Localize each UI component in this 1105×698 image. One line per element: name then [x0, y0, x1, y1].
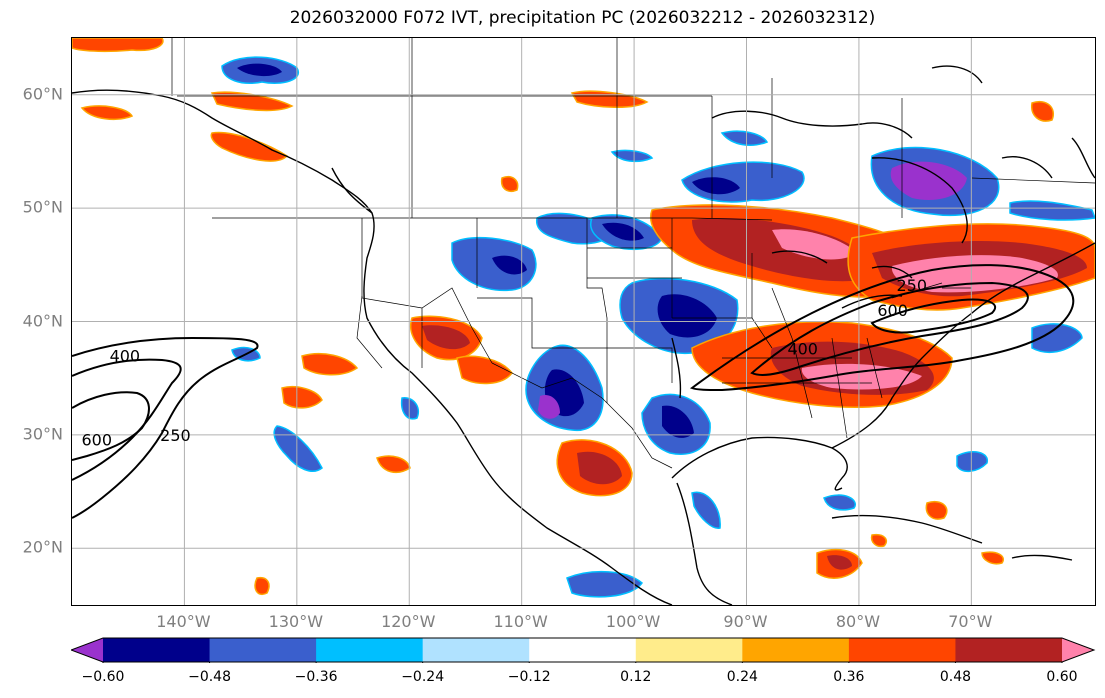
ivt-contours — [72, 264, 1075, 519]
ivt-contour-label: 250 — [160, 426, 191, 445]
colorbar-tick-label: −0.24 — [401, 669, 445, 685]
colorbar-tick-label: 0.36 — [833, 669, 865, 685]
longitude-label: 130°W — [268, 612, 324, 631]
ivt-contour-label: 250 — [896, 276, 927, 295]
colorbar-tick-label: −0.48 — [188, 669, 231, 685]
colorbar-segment — [529, 638, 637, 662]
map-title: 2026032000 F072 IVT, precipitation PC (2… — [289, 8, 876, 28]
ivt-contour-label: 400 — [110, 347, 141, 366]
map-panel: 400 600 250 250 600 400 — [71, 37, 1096, 606]
colorbar-tick-label: −0.12 — [507, 669, 551, 685]
coastlines — [72, 65, 1095, 605]
colorbar-segment — [742, 638, 850, 662]
ivt-contour-label: 600 — [81, 430, 112, 449]
latitude-label: 40°N — [22, 311, 63, 330]
ivt-contour-250-west — [72, 336, 259, 519]
positive-anomaly-patches — [72, 38, 1095, 595]
negative-anomaly-patches — [221, 56, 1095, 598]
ivt-contour-label: 600 — [877, 301, 908, 320]
ivt-contour-400-east — [750, 281, 1029, 376]
ivt-contour-600-west — [72, 391, 150, 461]
latitude-label: 30°N — [22, 424, 63, 444]
colorbar — [71, 637, 1096, 663]
longitude-label: 80°W — [835, 612, 881, 631]
longitude-label: 100°W — [605, 612, 661, 631]
latitude-label: 60°N — [22, 84, 63, 104]
colorbar-segment — [1062, 638, 1094, 662]
colorbar-tick-label: 0.24 — [726, 669, 758, 685]
longitude-label: 90°W — [723, 612, 768, 631]
colorbar-segment — [316, 638, 424, 662]
political-boundaries — [171, 38, 1095, 469]
map-canvas: 400 600 250 250 600 400 — [72, 38, 1095, 605]
colorbar-tick-label: −0.36 — [294, 669, 338, 685]
ivt-contour-250-east — [689, 264, 1075, 392]
colorbar-segment — [71, 638, 103, 662]
colorbar-segment — [848, 638, 956, 662]
colorbar-tick-label: 0.60 — [1046, 669, 1078, 685]
colorbar-tick-label: 0.12 — [620, 669, 652, 685]
colorbar-segment — [955, 638, 1063, 662]
ivt-contour-400-west — [72, 358, 182, 481]
ivt-contour-label: 400 — [787, 340, 818, 359]
colorbar-tick-label: 0.48 — [939, 669, 972, 685]
colorbar-tick-label: −0.60 — [81, 669, 125, 685]
ivt-contour-600-east — [870, 298, 997, 334]
graticule — [72, 38, 1095, 605]
latitude-label: 20°N — [22, 537, 63, 557]
longitude-label: 140°W — [156, 612, 211, 631]
precip-anomaly-fields — [72, 38, 1095, 598]
colorbar-segment — [422, 638, 530, 662]
colorbar-segment — [209, 638, 317, 662]
longitude-label: 70°W — [948, 612, 993, 631]
latitude-label: 50°N — [22, 197, 63, 217]
ivt-contour-label-group: 400 600 250 250 600 400 — [81, 276, 927, 449]
colorbar-segment — [103, 638, 211, 662]
longitude-label: 120°W — [381, 612, 436, 631]
longitude-label: 110°W — [493, 612, 548, 631]
colorbar-segment — [635, 638, 743, 662]
